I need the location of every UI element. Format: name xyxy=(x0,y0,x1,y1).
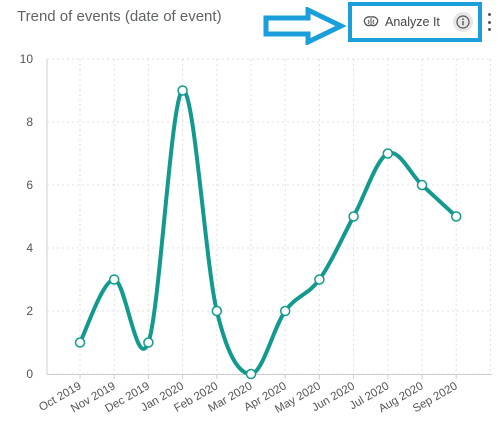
data-point[interactable] xyxy=(177,85,188,96)
data-point[interactable] xyxy=(416,179,428,191)
data-point[interactable] xyxy=(74,337,86,348)
data-point[interactable] xyxy=(108,274,120,285)
more-options-kebab-icon[interactable] xyxy=(486,13,492,31)
y-tick-label: 8 xyxy=(26,115,33,129)
data-point[interactable] xyxy=(314,274,325,285)
arrow-annotation-icon xyxy=(263,7,346,45)
brain-icon xyxy=(363,16,379,27)
data-point[interactable] xyxy=(211,305,223,317)
series-line xyxy=(78,88,459,376)
data-point[interactable] xyxy=(382,148,394,159)
data-point[interactable] xyxy=(245,368,257,380)
analyze-it-label: Analyze It xyxy=(385,15,440,29)
data-point[interactable] xyxy=(143,337,154,348)
data-point[interactable] xyxy=(348,211,359,222)
chart-title: Trend of events (date of event) xyxy=(17,8,222,25)
highlight-box xyxy=(348,2,482,42)
info-button[interactable] xyxy=(453,12,473,32)
y-tick-label: 10 xyxy=(20,52,34,66)
y-tick-label: 0 xyxy=(26,367,33,381)
data-point[interactable] xyxy=(279,305,291,317)
data-point[interactable] xyxy=(450,211,462,222)
info-icon xyxy=(456,15,470,29)
y-tick-label: 2 xyxy=(26,304,33,318)
analyze-it-button[interactable]: Analyze It xyxy=(362,12,440,32)
y-tick-label: 4 xyxy=(26,241,33,255)
y-tick-label: 6 xyxy=(26,178,33,192)
